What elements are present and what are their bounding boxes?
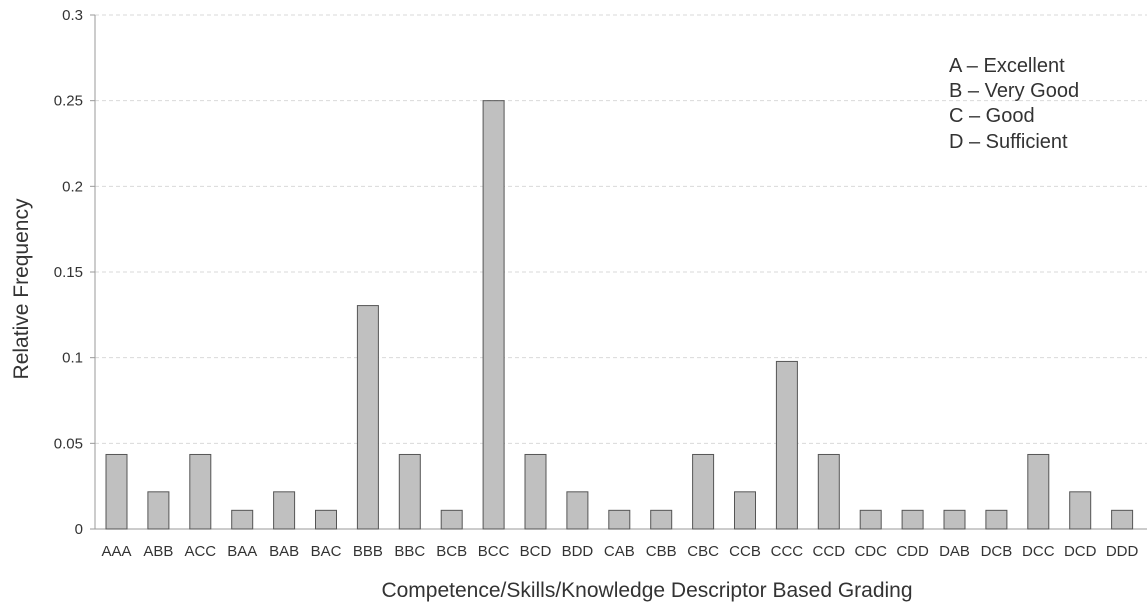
x-tick-label-aaa: AAA bbox=[101, 543, 131, 560]
x-tick-label-bdd: BDD bbox=[562, 543, 594, 560]
bar-cdd bbox=[901, 509, 924, 530]
y-axis-title: Relative Frequency bbox=[10, 198, 33, 379]
x-tick-label-dcc: DCC bbox=[1022, 543, 1055, 560]
x-tick-label-ccb: CCB bbox=[729, 543, 761, 560]
y-tick-label: 0.3 bbox=[62, 7, 83, 24]
bar-bbc bbox=[398, 453, 421, 530]
bar-dab bbox=[943, 509, 966, 530]
bar-bbb bbox=[356, 305, 379, 530]
bar-ddd bbox=[1111, 509, 1134, 530]
bar-bcc bbox=[482, 100, 505, 530]
y-tick-label: 0 bbox=[75, 521, 83, 538]
bar-dcb bbox=[985, 509, 1008, 530]
bar-bac bbox=[315, 509, 337, 530]
x-tick-label-bbc: BBC bbox=[394, 543, 425, 560]
bar-cab bbox=[608, 509, 631, 530]
bar-bdd bbox=[566, 491, 589, 530]
x-tick-label-bcd: BCD bbox=[520, 543, 552, 560]
x-tick-label-bbb: BBB bbox=[353, 543, 383, 560]
x-tick-label-dcd: DCD bbox=[1064, 543, 1097, 560]
legend-entry-a: A – Excellent bbox=[949, 55, 1065, 77]
x-tick-labels: AAA ABB ACC BAA BAB BAC BBB BBC BCB BCC BCD BDD CAB C… bbox=[101, 543, 1138, 560]
y-tick-label: 0.25 bbox=[54, 93, 83, 110]
bar-cbb bbox=[650, 509, 673, 530]
x-tick-label-ddd: DDD bbox=[1106, 543, 1139, 560]
x-tick-label-dab: DAB bbox=[939, 543, 970, 560]
bar-cdc bbox=[859, 509, 882, 530]
x-tick-label-ccc: CCC bbox=[771, 543, 804, 560]
bar-baa bbox=[231, 509, 254, 530]
legend-entry-c: C – Good bbox=[949, 105, 1035, 127]
y-tick-labels: 0 0.05 0.1 0.15 0.2 0.25 0.3 bbox=[54, 7, 95, 538]
legend-entry-b: B – Very Good bbox=[949, 80, 1079, 102]
x-tick-label-cab: CAB bbox=[604, 543, 635, 560]
bars bbox=[105, 100, 1134, 530]
legend: A – Excellent B – Very Good C – Good D –… bbox=[949, 55, 1079, 153]
y-tick-label: 0.05 bbox=[54, 435, 83, 452]
x-tick-label-bcb: BCB bbox=[436, 543, 467, 560]
x-tick-label-dcb: DCB bbox=[981, 543, 1013, 560]
x-tick-label-baa: BAA bbox=[227, 543, 257, 560]
y-tick-label: 0.2 bbox=[62, 178, 83, 195]
grid-lines bbox=[95, 14, 1147, 444]
bar-ccb bbox=[734, 491, 756, 530]
x-tick-label-cbc: CBC bbox=[687, 543, 719, 560]
y-tick-label: 0.15 bbox=[54, 264, 83, 281]
bar-aaa bbox=[105, 453, 128, 530]
bar-dcc bbox=[1027, 453, 1050, 530]
bar-bcd bbox=[524, 453, 547, 530]
x-axis-title: Competence/Skills/Knowledge Descriptor B… bbox=[381, 579, 912, 602]
x-tick-label-acc: ACC bbox=[184, 543, 216, 560]
x-tick-label-bac: BAC bbox=[311, 543, 342, 560]
x-tick-label-bab: BAB bbox=[269, 543, 299, 560]
x-tick-label-cdd: CDD bbox=[896, 543, 929, 560]
bar-cbc bbox=[692, 453, 715, 530]
legend-entry-d: D – Sufficient bbox=[949, 131, 1068, 153]
bar-acc bbox=[189, 453, 212, 530]
x-tick-label-ccd: CCD bbox=[813, 543, 846, 560]
bar-dcd bbox=[1069, 491, 1092, 530]
x-tick-label-cbb: CBB bbox=[646, 543, 677, 560]
x-tick-label-bcc: BCC bbox=[478, 543, 510, 560]
bar-bcb bbox=[440, 509, 463, 530]
x-tick-label-cdc: CDC bbox=[854, 543, 887, 560]
bar-ccc bbox=[775, 360, 798, 530]
y-tick-label: 0.1 bbox=[62, 350, 83, 367]
bar-bab bbox=[273, 491, 296, 530]
bar-ccd bbox=[817, 453, 840, 530]
x-tick-label-abb: ABB bbox=[143, 543, 173, 560]
bar-abb bbox=[147, 491, 170, 530]
